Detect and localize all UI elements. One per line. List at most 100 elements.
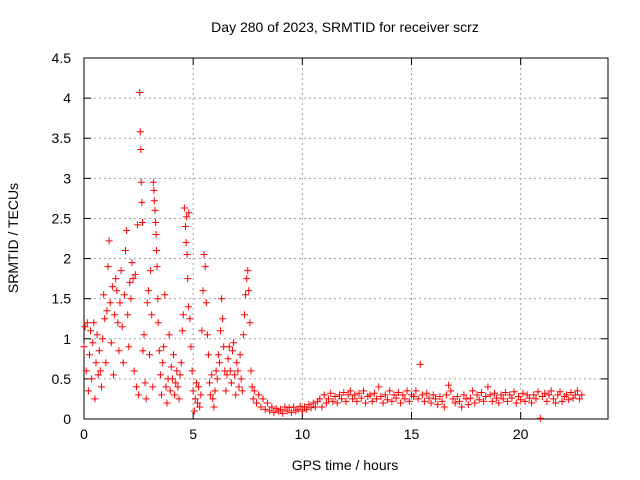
data-point: [497, 391, 505, 399]
data-point: [381, 391, 389, 399]
data-point: [143, 299, 151, 307]
data-point: [405, 397, 413, 405]
data-point: [227, 379, 235, 387]
data-point: [495, 399, 503, 407]
data-point: [379, 399, 387, 407]
data-point: [296, 402, 304, 410]
data-point: [176, 371, 184, 379]
data-point: [144, 287, 152, 295]
data-point: [290, 403, 298, 411]
data-point: [196, 403, 204, 411]
y-tick-label: 4.5: [52, 50, 72, 66]
data-point: [346, 387, 354, 395]
data-point: [129, 275, 137, 283]
data-point: [327, 389, 335, 397]
data-point: [137, 178, 145, 186]
grid: [84, 58, 608, 419]
data-point: [261, 405, 269, 413]
data-point: [567, 389, 575, 396]
data-point: [115, 347, 123, 355]
data-point: [104, 263, 112, 271]
data-point: [449, 395, 457, 403]
data-point: [466, 394, 474, 402]
data-point: [370, 389, 378, 397]
data-point: [177, 359, 185, 367]
data-point: [460, 391, 468, 399]
data-point: [132, 383, 140, 391]
data-point: [101, 315, 109, 323]
data-point: [440, 403, 448, 411]
data-point: [238, 387, 246, 395]
data-point: [429, 391, 437, 399]
data-point: [287, 409, 295, 417]
data-point: [155, 347, 163, 355]
data-point: [167, 363, 175, 371]
data-point: [188, 367, 196, 375]
data-point: [82, 367, 90, 375]
data-point: [217, 327, 224, 335]
x-axis-label: GPS time / hours: [292, 457, 399, 473]
data-point: [136, 89, 144, 96]
data-point: [534, 388, 542, 396]
data-point: [88, 375, 96, 383]
data-point: [414, 395, 422, 403]
data-point: [427, 399, 435, 407]
data-point: [131, 271, 139, 279]
x-tick-label: 0: [80, 426, 88, 442]
data-point: [250, 387, 258, 395]
data-point: [257, 403, 265, 411]
data-point: [160, 343, 168, 351]
x-tick-label: 20: [513, 426, 529, 442]
data-point: [434, 401, 442, 409]
x-tick-label: 5: [189, 426, 197, 442]
data-point: [471, 399, 479, 407]
data-point: [94, 371, 102, 379]
data-point: [179, 311, 187, 319]
data-point: [491, 389, 498, 397]
data-point: [211, 387, 219, 395]
data-point: [235, 383, 243, 391]
data-point: [174, 383, 182, 391]
data-point: [122, 247, 129, 254]
data-point: [242, 291, 250, 299]
data-point: [200, 251, 208, 258]
data-point: [351, 391, 359, 399]
y-tick-label: 1: [63, 331, 71, 347]
data-point: [117, 267, 125, 275]
data-point: [508, 394, 516, 402]
data-point: [410, 393, 418, 400]
data-point: [447, 387, 455, 395]
data-point: [536, 414, 544, 422]
data-point: [210, 403, 218, 411]
data-point: [298, 407, 306, 415]
data-point: [556, 388, 564, 396]
data-point: [203, 331, 211, 339]
data-point: [136, 128, 144, 136]
data-point: [442, 391, 450, 399]
data-point: [198, 327, 206, 335]
axis-ticks: 0 0.5 1 1.5 2 2.5 3 3.5 4 4.5 0 5 10 15 20: [52, 50, 608, 442]
data-point: [418, 391, 426, 399]
data-point: [464, 401, 472, 409]
data-point: [322, 399, 330, 407]
data-point: [161, 291, 169, 299]
data-point: [399, 391, 407, 399]
data-point: [153, 263, 161, 271]
data-point: [342, 397, 350, 405]
data-point: [154, 319, 162, 327]
data-point: [425, 394, 433, 402]
data-point: [191, 395, 199, 403]
data-point: [199, 287, 207, 295]
data-point: [318, 403, 326, 411]
y-tick-label: 1.5: [52, 291, 72, 307]
data-point: [436, 393, 444, 400]
data-point: [475, 396, 483, 404]
data-point: [248, 383, 256, 391]
data-point: [163, 399, 171, 407]
data-point: [128, 259, 136, 267]
data-point: [166, 387, 174, 395]
data-point: [95, 347, 103, 355]
data-point: [102, 359, 110, 367]
data-point: [549, 395, 557, 403]
data-point: [120, 291, 128, 299]
